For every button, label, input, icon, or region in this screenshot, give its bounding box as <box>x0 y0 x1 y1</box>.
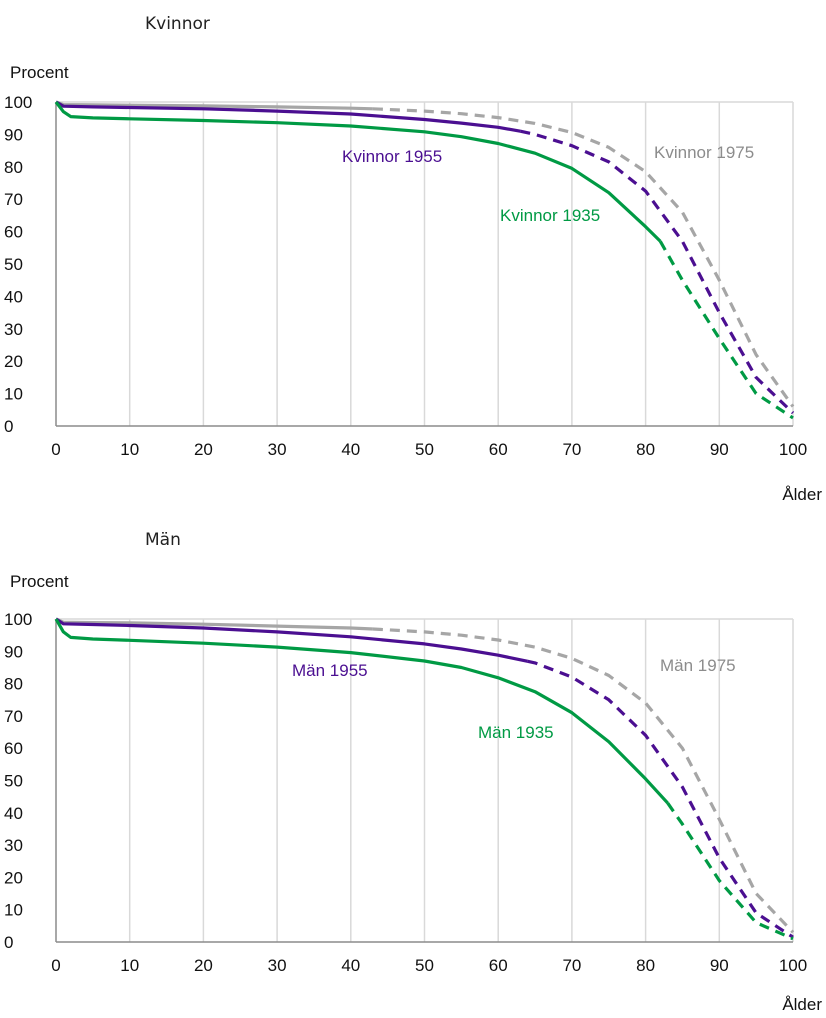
y-tick-label: 10 <box>4 901 23 920</box>
y-tick-label: 60 <box>4 223 23 242</box>
x-tick-label: 20 <box>194 956 213 975</box>
y-tick-label: 50 <box>4 255 23 274</box>
y-tick-label: 0 <box>4 417 13 436</box>
x-tick-label: 10 <box>120 956 139 975</box>
x-axis-label: Ålder <box>782 995 822 1014</box>
y-tick-label: 80 <box>4 158 23 177</box>
y-tick-label: 70 <box>4 190 23 209</box>
y-tick-label: 30 <box>4 320 23 339</box>
y-tick-label: 30 <box>4 836 23 855</box>
y-tick-label: 0 <box>4 933 13 952</box>
x-tick-label: 30 <box>268 440 287 459</box>
x-tick-label: 30 <box>268 956 287 975</box>
x-tick-labels: 0 10 20 30 40 50 60 70 80 90 100 <box>51 440 807 459</box>
y-tick-labels: 0 10 20 30 40 50 60 70 80 90 100 <box>4 610 32 952</box>
series-label-kvinnor-1935: Kvinnor 1935 <box>500 206 600 225</box>
x-tick-label: 90 <box>710 956 729 975</box>
x-axis-label: Ålder <box>782 485 822 504</box>
x-tick-label: 10 <box>120 440 139 459</box>
y-axis-label: Procent <box>10 572 69 591</box>
series-label-kvinnor-1975: Kvinnor 1975 <box>654 143 754 162</box>
chart-title: Män <box>145 530 181 550</box>
series-label-man-1935: Män 1935 <box>478 723 554 742</box>
y-axis-label: Procent <box>10 63 69 82</box>
x-tick-label: 60 <box>489 440 508 459</box>
series-kvinnor-1935-projection <box>658 240 794 420</box>
x-tick-label: 40 <box>341 440 360 459</box>
series-kvinnor-1975-projection <box>372 107 795 408</box>
series-man-1955-observed <box>55 617 529 663</box>
x-tick-label: 50 <box>415 956 434 975</box>
series-label-kvinnor-1955: Kvinnor 1955 <box>342 147 442 166</box>
series-label-man-1955: Män 1955 <box>292 661 368 680</box>
y-tick-label: 100 <box>4 610 32 629</box>
series-kvinnor-1955-observed <box>55 100 521 133</box>
series-kvinnor-1935-observed <box>54 101 662 243</box>
chart-title: Kvinnor <box>145 14 210 34</box>
y-tick-label: 50 <box>4 772 23 791</box>
series-kvinnor-1975-observed <box>55 100 373 111</box>
series-label-man-1975: Män 1975 <box>660 656 736 675</box>
y-tick-label: 20 <box>4 352 23 371</box>
x-tick-label: 40 <box>341 956 360 975</box>
series-lines <box>54 617 795 941</box>
series-man-1975-observed <box>55 617 373 631</box>
y-tick-label: 100 <box>4 93 32 112</box>
x-tick-label: 100 <box>779 956 807 975</box>
y-tick-label: 60 <box>4 739 23 758</box>
series-man-1975-projection <box>372 627 795 934</box>
x-tick-labels: 0 10 20 30 40 50 60 70 80 90 100 <box>51 956 807 975</box>
y-tick-labels: 0 10 20 30 40 50 60 70 80 90 100 <box>4 93 32 436</box>
series-lines <box>54 100 795 420</box>
y-tick-label: 70 <box>4 707 23 726</box>
y-tick-label: 10 <box>4 385 23 404</box>
series-labels: Kvinnor 1955 Kvinnor 1975 Kvinnor 1935 <box>342 143 754 225</box>
x-tick-label: 90 <box>710 440 729 459</box>
x-tick-label: 0 <box>51 440 60 459</box>
series-man-1935-projection <box>666 802 794 941</box>
series-man-1935-observed <box>54 618 669 805</box>
series-kvinnor-1955-projection <box>519 129 795 415</box>
x-tick-label: 80 <box>636 440 655 459</box>
series-man-1955-projection <box>527 659 794 939</box>
x-tick-label: 60 <box>489 956 508 975</box>
x-tick-label: 20 <box>194 440 213 459</box>
axes <box>55 102 793 427</box>
axes <box>55 619 793 943</box>
x-tick-label: 70 <box>562 956 581 975</box>
x-tick-label: 80 <box>636 956 655 975</box>
x-tick-label: 70 <box>562 440 581 459</box>
y-tick-label: 90 <box>4 642 23 661</box>
y-tick-label: 90 <box>4 125 23 144</box>
x-tick-label: 100 <box>779 440 807 459</box>
y-tick-label: 40 <box>4 804 23 823</box>
y-tick-label: 80 <box>4 675 23 694</box>
y-tick-label: 20 <box>4 868 23 887</box>
chart-man: Män Procent Ålder 0102030405060708090100… <box>4 530 822 1014</box>
chart-kvinnor: Kvinnor Procent Ålder 0 10 20 30 40 50 60 70 80 9… <box>4 14 822 504</box>
gridlines <box>56 101 794 426</box>
y-tick-label: 40 <box>4 287 23 306</box>
x-tick-label: 0 <box>51 956 60 975</box>
series-labels: Män 1955 Män 1975 Män 1935 <box>292 656 736 742</box>
x-tick-label: 50 <box>415 440 434 459</box>
